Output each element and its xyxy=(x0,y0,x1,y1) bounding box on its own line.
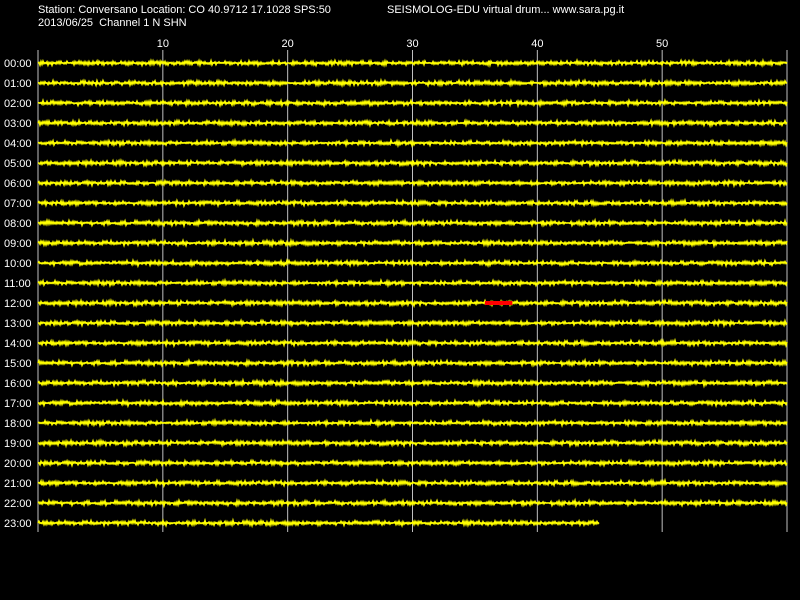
trace-1700 xyxy=(37,397,788,409)
station-info: Station: Conversano Location: CO 40.9712… xyxy=(38,4,331,16)
trace-1500 xyxy=(37,357,788,369)
trace-1400 xyxy=(37,337,788,349)
trace-1600 xyxy=(37,377,788,389)
trace-0700 xyxy=(37,197,788,209)
x-tick-label-20: 20 xyxy=(282,38,294,50)
trace-0000 xyxy=(37,57,788,68)
hour-label-0400: 04:00 xyxy=(4,138,32,150)
hour-label-0300: 03:00 xyxy=(4,118,32,130)
hour-label-1400: 14:00 xyxy=(4,338,32,350)
trace-0200 xyxy=(37,97,788,109)
x-tick-label-30: 30 xyxy=(406,38,418,50)
hour-label-2200: 22:00 xyxy=(4,498,32,510)
trace-2200 xyxy=(37,497,788,509)
trace-2100 xyxy=(37,477,788,489)
x-tick-label-50: 50 xyxy=(656,38,668,50)
hour-label-0200: 02:00 xyxy=(4,98,32,110)
hour-label-1000: 10:00 xyxy=(4,258,32,270)
hour-label-1900: 19:00 xyxy=(4,438,32,450)
trace-layer xyxy=(37,57,788,529)
hour-label-2000: 20:00 xyxy=(4,458,32,470)
trace-0100 xyxy=(37,77,788,89)
hour-label-0100: 01:00 xyxy=(4,78,32,90)
trace-0800 xyxy=(37,217,788,229)
trace-0900 xyxy=(37,237,788,249)
trace-1000 xyxy=(37,257,788,269)
hour-label-1300: 13:00 xyxy=(4,318,32,330)
hour-label-2100: 21:00 xyxy=(4,478,32,490)
hour-label-0900: 09:00 xyxy=(4,238,32,250)
grid-layer xyxy=(37,50,788,532)
hour-label-1500: 15:00 xyxy=(4,358,32,370)
hour-label-1200: 12:00 xyxy=(4,298,32,310)
x-tick-label-40: 40 xyxy=(531,38,543,50)
hour-label-0800: 08:00 xyxy=(4,218,32,230)
trace-0500 xyxy=(38,157,788,169)
hour-label-0600: 06:00 xyxy=(4,178,32,190)
trace-0600 xyxy=(37,178,788,189)
hour-label-1600: 16:00 xyxy=(4,378,32,390)
trace-1800 xyxy=(37,417,788,429)
hour-label-1800: 18:00 xyxy=(4,418,32,430)
hour-label-1100: 11:00 xyxy=(4,278,31,290)
hour-label-1700: 17:00 xyxy=(4,398,32,410)
hour-label-2300: 23:00 xyxy=(4,518,32,530)
tick-labels: 10 20 30 40 50 xyxy=(157,38,669,50)
trace-2000 xyxy=(37,458,788,469)
trace-1300 xyxy=(37,318,788,329)
date-channel-info: 2013/06/25 Channel 1 N SHN xyxy=(38,17,187,29)
event-highlight-0 xyxy=(484,301,513,305)
brand-info: SEISMOLOG-EDU virtual drum... www.sara.p… xyxy=(387,4,625,16)
hour-label-0500: 05:00 xyxy=(4,158,32,170)
hour-label-0700: 07:00 xyxy=(4,198,32,210)
trace-1200 xyxy=(37,297,788,309)
trace-2300 xyxy=(37,517,600,529)
trace-0300 xyxy=(37,117,788,129)
trace-0400 xyxy=(37,137,788,149)
x-tick-label-10: 10 xyxy=(157,38,169,50)
hour-labels: 00:00 01:00 02:00 03:00 04:00 05:00 06:00 07:00… xyxy=(4,58,32,530)
trace-1100 xyxy=(37,277,788,289)
hour-label-0000: 00:00 xyxy=(4,58,32,70)
trace-1900 xyxy=(37,437,788,449)
